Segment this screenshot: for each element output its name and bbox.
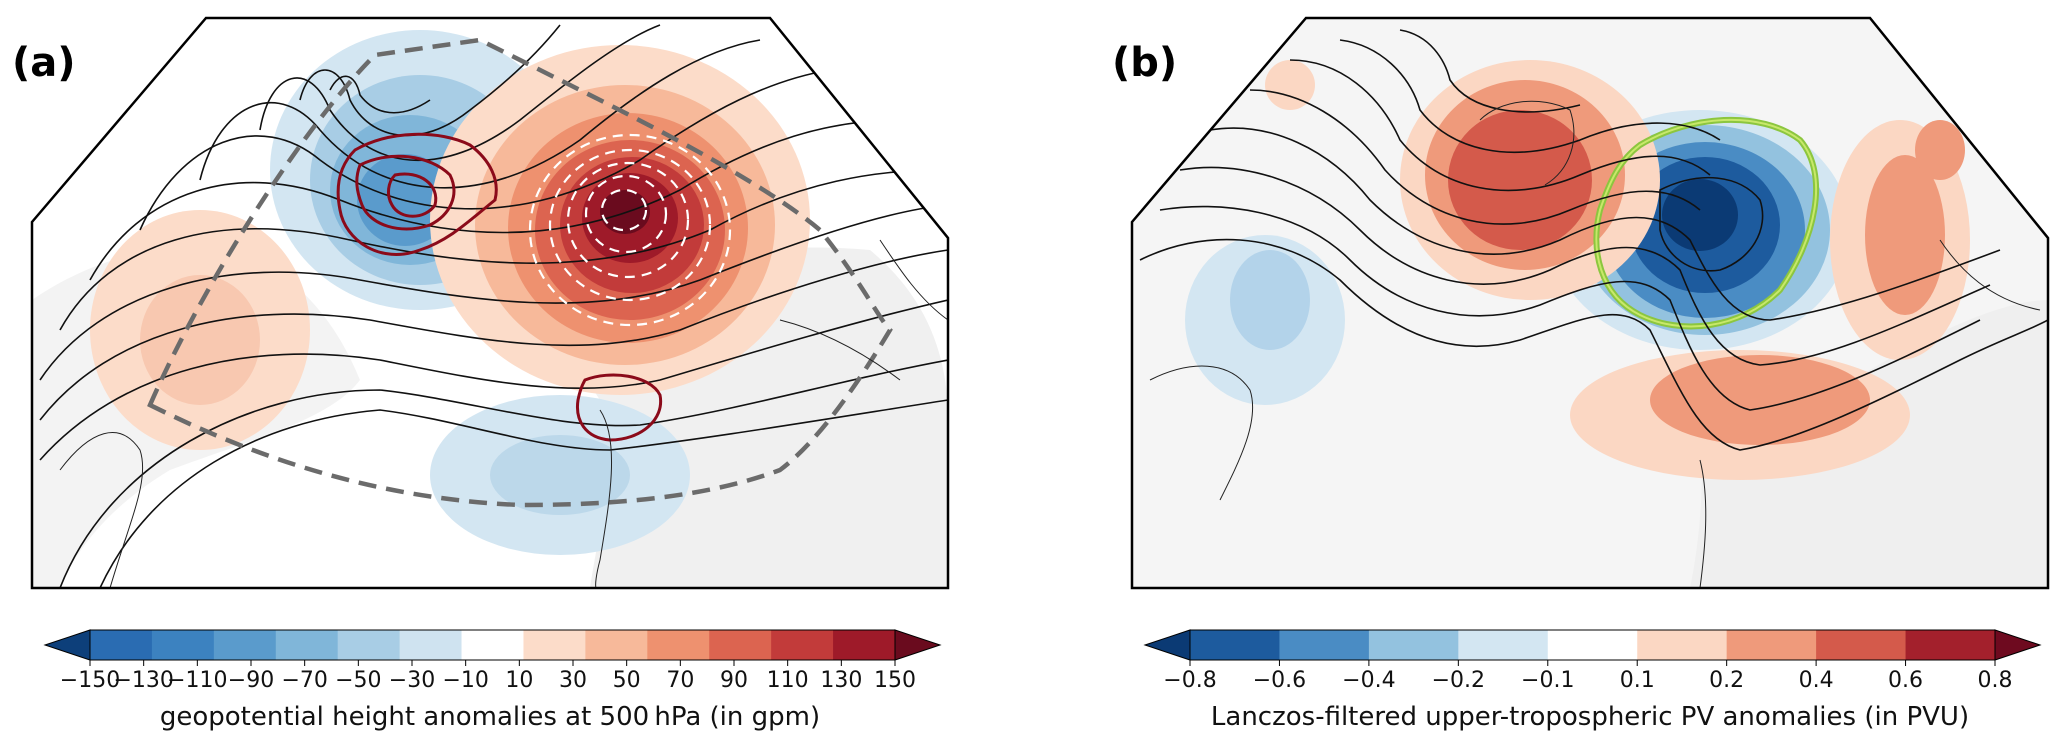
colorbar-tick-label: −30 [388, 668, 436, 693]
colorbar-tick-label: 130 [820, 668, 863, 693]
colorbar-tick-label: 110 [766, 668, 809, 693]
colorbar-tick-label: −0.1 [1521, 668, 1575, 693]
colorbar-tick-label: −130 [113, 668, 174, 693]
colorbar-tick-label: 30 [559, 668, 587, 693]
colorbar-segment [399, 630, 463, 660]
geopotential-contours-a [39, 24, 948, 588]
colorbar-segment [275, 630, 339, 660]
colorbar-tick-label: 90 [720, 668, 748, 693]
coastlines-b [1149, 100, 2041, 588]
colorbar-extend-min [43, 629, 91, 661]
colorbar-tick-label: −70 [281, 668, 328, 693]
colorbar-tick-label: 0.6 [1888, 668, 1924, 693]
colorbar-tick-label: 0.1 [1619, 668, 1655, 693]
colorbar-tick-label: −50 [335, 668, 382, 693]
colorbar-segment [461, 630, 524, 660]
colorbar-segment [1547, 630, 1638, 660]
colorbar-label-a: geopotential height anomalies at 500 hPa… [159, 702, 821, 732]
colorbar-tick-label: 150 [874, 668, 916, 693]
map-frame-b [1130, 16, 2050, 590]
colorbar-tick-label: 50 [612, 668, 641, 693]
map-panel-b [1130, 16, 2050, 590]
colorbar-tick-label: 10 [505, 668, 534, 693]
colorbar-a [43, 629, 942, 666]
colorbar-segment [1368, 630, 1459, 660]
colorbar-segment [1458, 630, 1549, 660]
coastlines-a [59, 239, 948, 588]
colorbar-segment [1279, 630, 1370, 660]
colorbar-segment [771, 630, 834, 660]
colorbar-segment [585, 630, 648, 660]
map-frame-a [30, 16, 950, 590]
colorbar-segment [337, 630, 401, 660]
colorbar-tick-label: 0.4 [1798, 668, 1834, 693]
colorbar-segment [709, 630, 772, 660]
panel-label-b: (b) [1112, 40, 1178, 86]
colorbar-label-b: Lanczos-filtered upper-tropospheric PV a… [1210, 702, 1970, 732]
map-panel-a [30, 16, 950, 590]
colorbar-segment [1637, 630, 1728, 660]
colorbar-extend-max [1994, 629, 2042, 661]
colorbar-tick-label: −10 [442, 668, 489, 693]
colorbar-segment [151, 630, 215, 660]
colorbar-segment [90, 630, 153, 660]
colorbar-segment [833, 630, 896, 660]
panel-label-a: (a) [12, 40, 76, 86]
colorbar-tick-label: 0.8 [1977, 668, 2013, 693]
colorbar-tick-label: 0.2 [1709, 668, 1745, 693]
colorbar-tick-label: −0.2 [1431, 668, 1486, 693]
analysis-region-outline-a [147, 37, 893, 508]
colorbar-tick-label: 70 [666, 668, 695, 693]
dark-red-contours-a [336, 132, 663, 442]
colorbar-segment [647, 630, 710, 660]
colorbar-segment [1816, 630, 1907, 660]
colorbar-tick-label: −0.4 [1342, 668, 1396, 693]
colorbar-segment [1905, 630, 1996, 660]
pv-contours-b [1139, 29, 2048, 451]
colorbar-segment [1726, 630, 1817, 660]
colorbar-extend-max [894, 629, 942, 661]
colorbar-segment [523, 630, 586, 660]
colorbar-segment [213, 630, 277, 660]
colorbar-tick-label: −0.8 [1163, 668, 1217, 693]
colorbar-tick-label: −90 [227, 668, 275, 693]
colorbar-extend-min [1143, 629, 1191, 661]
colorbar-b [1143, 629, 2042, 666]
colorbar-tick-label: −110 [167, 668, 228, 693]
positive-anomaly-dashed-contours-a [528, 133, 732, 327]
colorbar-segment [1190, 630, 1280, 660]
colorbar-tick-label: −150 [59, 668, 121, 693]
colorbar-tick-label: −0.6 [1252, 668, 1307, 693]
